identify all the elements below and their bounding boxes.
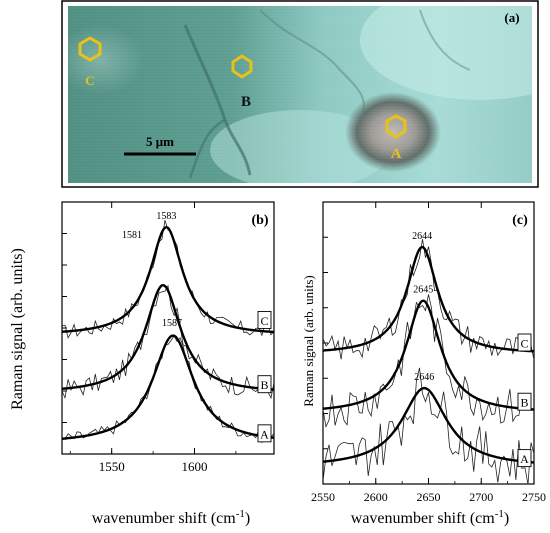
marker-label-b: B xyxy=(241,94,251,110)
series-label-A: A xyxy=(260,427,269,441)
series-label-box xyxy=(517,449,532,468)
micrograph-panel: (a) C B A 5 μm xyxy=(61,0,539,188)
hexagon-marker-icon xyxy=(231,54,253,79)
scale-bar: 5 μm xyxy=(124,134,196,156)
marker-c: C xyxy=(78,36,102,88)
x-tick-label: 1600 xyxy=(182,459,208,474)
peak-label-B: 2645 xyxy=(413,285,433,296)
chart-c: Raman signal (arb. units) 2550 2600 2650 27… xyxy=(301,201,546,527)
series-label-A: A xyxy=(520,452,529,466)
marker-a: A xyxy=(385,114,407,162)
scan-lines xyxy=(68,7,532,183)
x-axis-title-end: ) xyxy=(245,510,250,527)
series-data-B xyxy=(61,284,275,400)
series-label-box xyxy=(517,392,532,411)
bright-region xyxy=(210,110,390,183)
peak-label-B: 1581 xyxy=(122,230,142,241)
series-fit-B xyxy=(61,283,275,391)
peak-label-C: 2644 xyxy=(412,231,432,242)
y-axis-title: Raman signal (arb. units) xyxy=(301,275,316,406)
x-axis-title-text: wavenumber shift (cm xyxy=(92,510,237,527)
series-label-B: B xyxy=(260,378,268,392)
peak-label-C: 1583 xyxy=(156,211,176,222)
series-label-B: B xyxy=(520,396,528,410)
series-label-box xyxy=(257,310,272,329)
series-data-A xyxy=(61,335,275,444)
x-axis-title-sup: -1 xyxy=(495,508,504,520)
series-label-box xyxy=(257,424,272,443)
dark-spot-a xyxy=(345,92,441,172)
scale-bar-label: 5 μm xyxy=(146,134,174,149)
x-axis-title: wavenumber shift (cm-1) xyxy=(92,508,250,527)
series-label-C: C xyxy=(260,314,268,328)
series-label-C: C xyxy=(520,337,528,351)
marker-b: B xyxy=(231,54,253,110)
series-fit-C xyxy=(61,226,275,334)
series-fit-A xyxy=(322,386,534,464)
domain-boundary xyxy=(419,9,471,71)
plot-area-c: 2550 2600 2650 2700 2750 (c) 2644 C 2645 B 2646 A xyxy=(311,201,546,504)
series-label-box xyxy=(257,375,272,394)
x-tick-label: 2650 xyxy=(417,490,441,504)
plot-area-b: 1550 1600 (b) 1583 C 1581 B 1587 A xyxy=(61,201,275,474)
domain-boundary xyxy=(188,118,226,179)
series-data-A xyxy=(322,367,535,485)
dark-spot-c xyxy=(68,25,145,95)
panel-label-a: (a) xyxy=(504,10,519,25)
x-tick-label: 2550 xyxy=(311,490,335,504)
peak-label-A: 1587 xyxy=(162,318,182,329)
x-axis-title-sup: -1 xyxy=(236,508,245,520)
bright-region xyxy=(360,6,532,100)
chart-b: Raman signal (arb. units) 1550 1600 (b) 158… xyxy=(9,201,275,527)
x-tick-label: 2750 xyxy=(522,490,546,504)
x-tick-label: 1550 xyxy=(99,459,125,474)
panel-label: (b) xyxy=(251,213,268,228)
x-axis-title-end: ) xyxy=(504,510,509,527)
x-axis-title: wavenumber shift (cm-1) xyxy=(351,508,509,527)
series-fit-A xyxy=(62,334,275,440)
y-axis-title: Raman signal (arb. units) xyxy=(9,248,26,410)
x-axis-title-text: wavenumber shift (cm xyxy=(351,510,496,527)
marker-label-a: A xyxy=(391,146,402,162)
x-tick-label: 2700 xyxy=(469,490,493,504)
panel-label: (c) xyxy=(512,213,528,228)
hexagon-marker-icon xyxy=(78,36,102,62)
marker-label-c: C xyxy=(85,73,94,88)
domain-boundary xyxy=(183,24,252,176)
series-fit-C xyxy=(322,245,535,353)
x-tick-label: 2600 xyxy=(364,490,388,504)
series-fit-B xyxy=(322,299,535,411)
series-label-box xyxy=(517,333,532,352)
plot-frame xyxy=(322,201,535,485)
peak-label-A: 2646 xyxy=(414,372,434,383)
hexagon-marker-icon xyxy=(385,114,407,139)
domain-boundary xyxy=(259,9,365,121)
series-data-C xyxy=(322,239,535,360)
